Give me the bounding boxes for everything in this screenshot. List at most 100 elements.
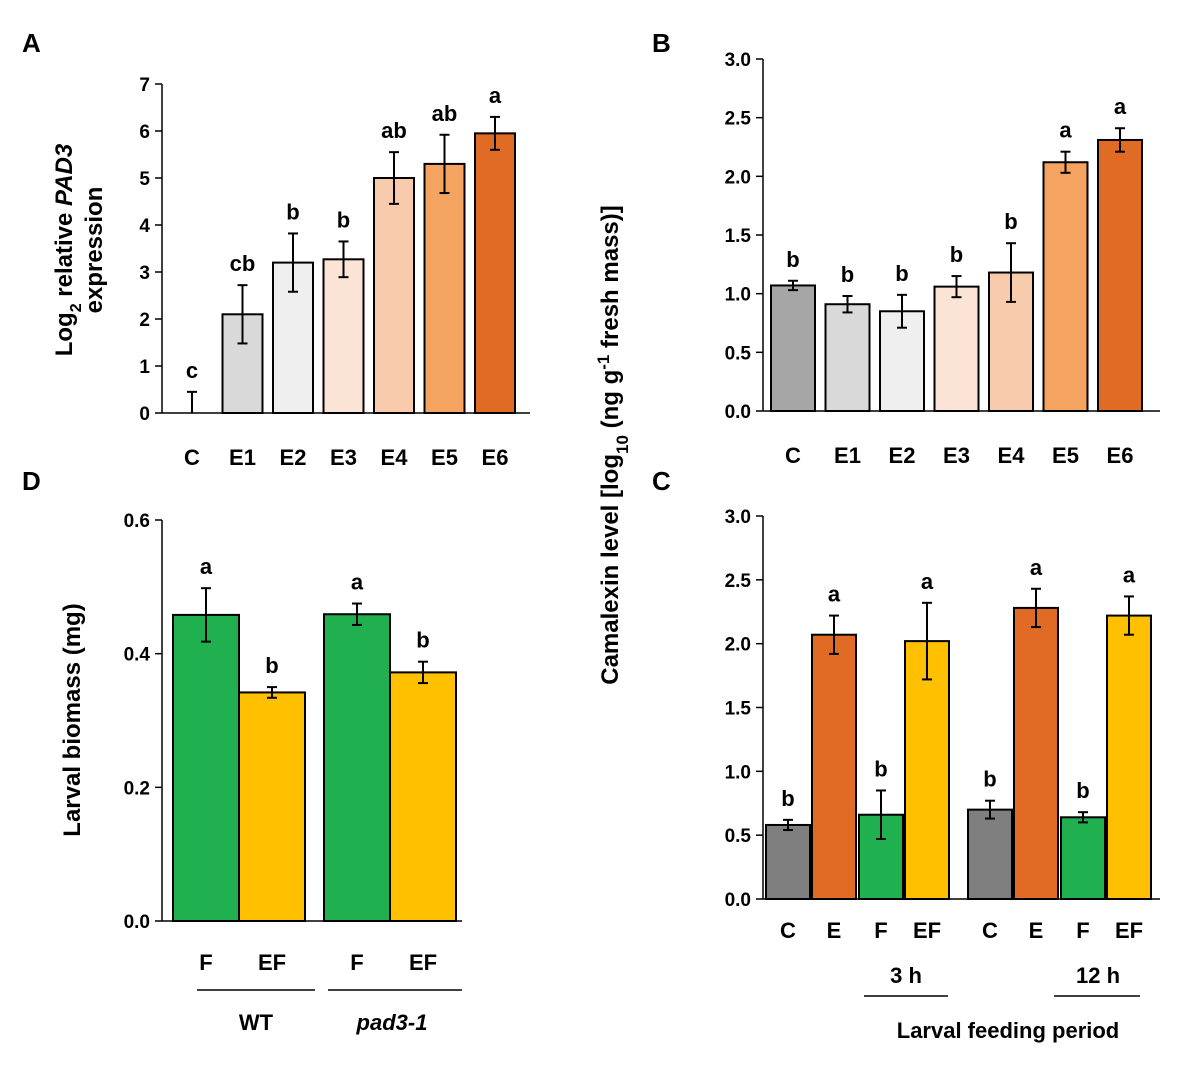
y-tick-label: 1.0 <box>725 285 751 306</box>
chart-panel-a: 0 1 2 3 4 5 6 7 c Ccb E1 b E2 b E3 ab E4 ab E5 a E6 <box>139 75 530 470</box>
significance-letter: a <box>1114 94 1127 119</box>
significance-letter: a <box>921 569 934 594</box>
category-label: F <box>874 918 887 943</box>
significance-letter: b <box>895 261 908 286</box>
significance-letter: a <box>351 570 364 595</box>
significance-letter: b <box>983 767 996 792</box>
bar <box>373 177 415 414</box>
bar <box>1097 138 1143 413</box>
bar <box>322 258 365 414</box>
bar <box>1042 161 1089 412</box>
significance-letter: cb <box>230 251 256 276</box>
bar <box>474 132 516 414</box>
panel-a-ylabel-line2: expression <box>81 187 108 314</box>
category-label: E6 <box>1107 443 1134 468</box>
y-tick-label: 1.0 <box>725 762 751 783</box>
y-tick-label: 0.0 <box>124 912 150 933</box>
camalexin-ylabel: Camalexin level [log10 (ng g-1 fresh mas… <box>594 205 632 685</box>
category-label: EF <box>913 918 941 943</box>
bar <box>238 691 306 922</box>
category-label: E3 <box>943 443 970 468</box>
significance-letter: b <box>874 756 887 781</box>
category-label: E5 <box>431 445 458 470</box>
y-tick-label: 3 <box>139 263 150 284</box>
panel-c-group-label-12h: 12 h <box>1076 963 1120 988</box>
y-tick-label: 0.5 <box>725 343 752 364</box>
category-label: F <box>350 950 363 975</box>
bar <box>1060 816 1106 900</box>
y-tick-label: 3.0 <box>725 50 751 71</box>
category-label: E5 <box>1052 443 1079 468</box>
category-label: C <box>785 443 801 468</box>
bar <box>423 162 466 414</box>
category-label: EF <box>258 950 286 975</box>
category-label: E1 <box>834 443 861 468</box>
y-tick-label: 0.6 <box>124 511 150 532</box>
significance-letter: a <box>1059 118 1072 143</box>
significance-letter: c <box>186 358 198 383</box>
plots: 01234567cCcbE1bE2bE3abE4abE5aE60.00.51.0… <box>124 50 1160 975</box>
significance-letter: a <box>200 554 213 579</box>
category-label: F <box>1076 918 1089 943</box>
significance-letter: a <box>1030 555 1043 580</box>
y-tick-label: 5 <box>139 169 150 190</box>
significance-letter: b <box>781 786 794 811</box>
panel-a-ylabel-line1: Log2 relative PAD3 <box>51 143 85 356</box>
significance-letter: b <box>286 199 299 224</box>
y-tick-label: 0.0 <box>725 890 751 911</box>
significance-letter: b <box>337 207 350 232</box>
bar <box>770 284 816 413</box>
panel-label-b: B <box>652 28 671 58</box>
y-tick-label: 4 <box>139 216 150 237</box>
panel-label-a: A <box>22 28 41 58</box>
category-label: C <box>982 918 998 943</box>
bar <box>323 613 391 922</box>
significance-letter: ab <box>432 101 458 126</box>
panel-label-d: D <box>22 466 41 496</box>
chart-panel-c: 0.0 0.5 1.0 1.5 2.0 2.5 3.0 b Ca Eb Fa EF b Ca Eb Fa EF <box>725 507 1160 943</box>
bar <box>389 671 457 922</box>
category-label: E6 <box>482 445 509 470</box>
panel-d-ylabel: Larval biomass (mg) <box>59 603 86 836</box>
category-label: E4 <box>381 445 409 470</box>
category-label: EF <box>409 950 437 975</box>
y-tick-label: 0.0 <box>725 402 751 423</box>
significance-letter: a <box>489 83 502 108</box>
bar <box>765 823 811 900</box>
significance-letter: b <box>1076 778 1089 803</box>
significance-letter: b <box>416 628 429 653</box>
category-label: E1 <box>229 445 256 470</box>
y-tick-label: 1.5 <box>725 699 752 720</box>
bar <box>221 313 264 414</box>
category-label: E <box>827 918 842 943</box>
bar <box>1106 614 1152 901</box>
y-tick-label: 0 <box>139 404 150 425</box>
y-tick-label: 6 <box>139 122 150 143</box>
category-label: E2 <box>280 445 307 470</box>
category-label: C <box>780 918 796 943</box>
chart-panel-b: 0.0 0.5 1.0 1.5 2.0 2.5 3.0 b Cb E1 b E2 b E3 b E4 a E5 a E… <box>725 50 1160 468</box>
category-label: E2 <box>889 443 916 468</box>
bar <box>933 285 980 413</box>
significance-letter: b <box>841 262 854 287</box>
y-tick-label: 0.2 <box>124 778 150 799</box>
category-label: E3 <box>330 445 357 470</box>
panel-label-c: C <box>652 466 671 496</box>
significance-letter: b <box>265 653 278 678</box>
category-label: E <box>1029 918 1044 943</box>
y-tick-label: 2.5 <box>725 571 752 592</box>
y-tick-label: 2.0 <box>725 635 751 656</box>
panel-c-group-label-3h: 3 h <box>890 963 922 988</box>
significance-letter: a <box>828 582 841 607</box>
bar <box>904 640 950 900</box>
panel-c-xlabel: Larval feeding period <box>897 1018 1120 1043</box>
y-tick-label: 2 <box>139 310 150 331</box>
category-label: E4 <box>998 443 1026 468</box>
y-tick-label: 1 <box>139 357 150 378</box>
bar <box>967 808 1013 901</box>
bar <box>172 613 240 922</box>
significance-letter: ab <box>381 118 407 143</box>
significance-letter: a <box>1123 562 1136 587</box>
y-tick-label: 0.4 <box>124 645 151 666</box>
